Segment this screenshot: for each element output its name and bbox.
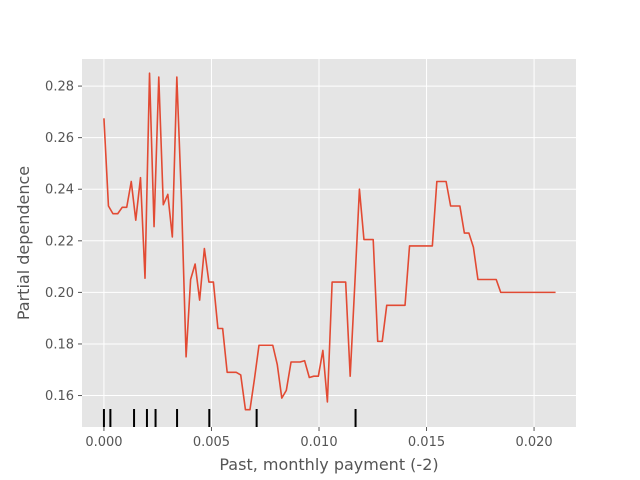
axis-ticks: 0.000 0.005 0.010 0.015 0.020 0.16 0.18 0.20 0.2… <box>45 80 553 450</box>
x-tick-label: 0.010 <box>300 435 337 450</box>
x-tick-label: 0.005 <box>193 435 230 450</box>
series-line <box>103 72 556 411</box>
x-tick-label: 0.000 <box>85 435 122 450</box>
y-tick-label: 0.16 <box>45 389 74 404</box>
y-tick-label: 0.22 <box>45 234 74 249</box>
series-layer <box>103 72 556 411</box>
x-tick-label: 0.015 <box>408 435 445 450</box>
x-axis-label: Past, monthly payment (-2) <box>219 455 438 474</box>
x-tick-label: 0.020 <box>515 435 552 450</box>
y-axis-label: Partial dependence <box>14 166 33 320</box>
y-tick-label: 0.24 <box>45 183 74 198</box>
y-tick-label: 0.28 <box>45 80 74 95</box>
y-tick-label: 0.26 <box>45 131 74 146</box>
rug-marks <box>102 409 357 427</box>
y-tick-label: 0.18 <box>45 337 74 352</box>
y-tick-label: 0.20 <box>45 286 74 301</box>
grid-lines <box>82 59 576 427</box>
